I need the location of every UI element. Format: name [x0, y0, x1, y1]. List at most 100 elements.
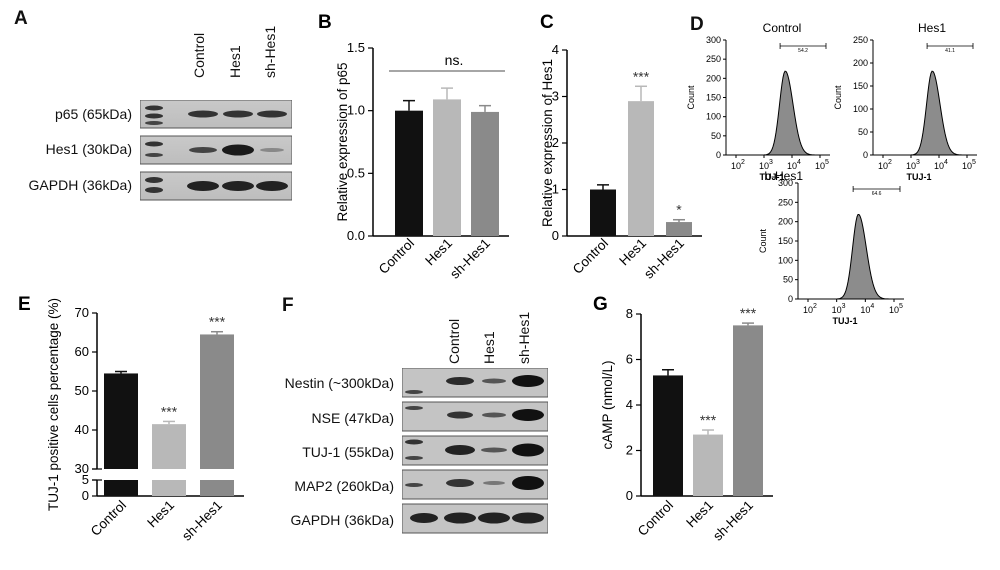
significance-label: *** — [209, 314, 226, 330]
hist-y-tick-label: 100 — [853, 104, 868, 114]
gate-value: 41.1 — [945, 48, 955, 54]
hist-x-tick-label: 10 — [803, 305, 813, 315]
hist-x-tick-exp: 3 — [916, 159, 920, 166]
y-tick-label: 4 — [552, 42, 559, 57]
western-blot-a — [140, 100, 292, 201]
bracket-label: ns. — [445, 52, 464, 68]
y-tick-label: 5 — [82, 472, 89, 487]
hist-x-label: TUJ-1 — [832, 316, 857, 326]
y-tick-label: 50 — [75, 383, 89, 398]
hist-x-tick-label: 10 — [889, 305, 899, 315]
western-blot-f — [402, 368, 548, 534]
hist-y-tick-label: 300 — [778, 178, 793, 188]
hist-y-tick-label: 50 — [711, 131, 721, 141]
hist-y-tick-label: 150 — [706, 93, 721, 103]
bar-hes1 — [433, 99, 461, 237]
category-label: Hes1 — [683, 498, 716, 531]
hist-x-tick-label: 10 — [787, 161, 797, 171]
bar-hes1-lower — [152, 480, 186, 496]
hist-y-tick-label: 50 — [783, 275, 793, 285]
hist-y-tick-label: 300 — [706, 35, 721, 45]
y-tick-label: 8 — [626, 306, 633, 321]
bar-control — [104, 373, 138, 469]
blot-strip-gapdh — [140, 171, 292, 201]
gate-value: 64.6 — [872, 191, 882, 197]
bar-chart-g: G 0 2 4 6 8 cAMP (nmol/L) Control *** Hes1 *** sh-H… — [593, 294, 773, 544]
histogram-title: Control — [763, 21, 802, 35]
hist-x-tick-exp: 2 — [813, 303, 817, 310]
hist-x-tick-exp: 2 — [888, 159, 892, 166]
bar-hes1 — [628, 101, 654, 237]
hist-y-tick-label: 0 — [788, 294, 793, 304]
hist-x-tick-label: 10 — [731, 161, 741, 171]
bar-hes1 — [152, 424, 186, 469]
bar-control — [653, 375, 683, 496]
gate-value: 54.2 — [798, 48, 808, 54]
hist-x-tick-label: 10 — [759, 161, 769, 171]
blot-label-nestin: Nestin (~300kDa) — [284, 375, 394, 391]
hist-x-tick-label: 10 — [878, 161, 888, 171]
bar-sh-hes1-lower — [200, 480, 234, 496]
y-tick-label: 0 — [626, 488, 633, 503]
y-tick-label: 0 — [82, 488, 89, 503]
hist-x-tick-exp: 3 — [769, 159, 773, 166]
category-label: Hes1 — [616, 236, 649, 269]
panel-letter-c: C — [540, 12, 554, 33]
hist-x-tick-exp: 4 — [944, 159, 948, 166]
panel-letter-e: E — [18, 294, 31, 315]
hist-x-tick-exp: 5 — [825, 159, 829, 166]
category-label: Control — [635, 498, 676, 539]
histogram-title: h-Hes1 — [764, 169, 803, 183]
blot-strip-nestin — [402, 368, 548, 398]
hist-y-label: Count — [758, 229, 768, 254]
hist-y-tick-label: 100 — [706, 112, 721, 122]
hist-x-tick-label: 10 — [962, 161, 972, 171]
y-tick-label: 4 — [626, 397, 633, 412]
bar-sh-hes1 — [200, 334, 234, 469]
bar-control — [395, 110, 423, 236]
panel-letter-f: F — [282, 295, 294, 316]
hist-y-tick-label: 150 — [778, 236, 793, 246]
bar-chart-c: C 0 1 2 3 4 Relative expression of Hes1 Control… — [540, 12, 702, 282]
significance-label: *** — [740, 305, 757, 321]
y-tick-label: 0 — [552, 228, 559, 243]
y-tick-label: 70 — [75, 305, 89, 320]
bar-sh-hes1 — [733, 325, 763, 496]
hist-x-tick-label: 10 — [860, 305, 870, 315]
y-axis-label: TUJ-1 positive cells percentage (%) — [46, 298, 61, 511]
y-tick-label: 2 — [626, 443, 633, 458]
y-tick-label: 1 — [552, 182, 559, 197]
bar-sh-hes1 — [666, 222, 692, 236]
hist-x-tick-exp: 5 — [899, 303, 903, 310]
hist-x-tick-exp: 4 — [797, 159, 801, 166]
category-label: Hes1 — [422, 236, 455, 269]
panel-letter-b: B — [318, 12, 332, 33]
y-tick-label: 0.0 — [347, 228, 365, 243]
hist-x-tick-exp: 5 — [972, 159, 976, 166]
bar-chart-b: B 0.0 0.5 1.0 1.5 Relative expression of p65 C… — [318, 12, 509, 282]
y-tick-label: 40 — [75, 422, 89, 437]
hist-x-tick-label: 10 — [906, 161, 916, 171]
hist-y-tick-label: 50 — [858, 127, 868, 137]
panel-letter-g: G — [593, 294, 608, 315]
category-label: sh-Hes1 — [447, 236, 493, 282]
histogram-curve — [726, 70, 830, 156]
blot-label-map2: MAP2 (260kDa) — [294, 478, 394, 494]
hist-y-tick-label: 250 — [706, 54, 721, 64]
hist-y-tick-label: 0 — [716, 150, 721, 160]
histogram-title: Hes1 — [918, 21, 946, 35]
hist-x-tick-exp: 2 — [741, 159, 745, 166]
category-label: Control — [570, 236, 611, 277]
hist-y-tick-label: 0 — [863, 150, 868, 160]
histogram-curve — [873, 70, 977, 156]
histogram-curve — [798, 214, 904, 300]
hist-y-tick-label: 250 — [778, 197, 793, 207]
blot-label-p65: p65 (65kDa) — [54, 106, 132, 122]
panel-letter-a: A — [14, 8, 28, 29]
y-tick-label: 1.0 — [347, 103, 365, 118]
